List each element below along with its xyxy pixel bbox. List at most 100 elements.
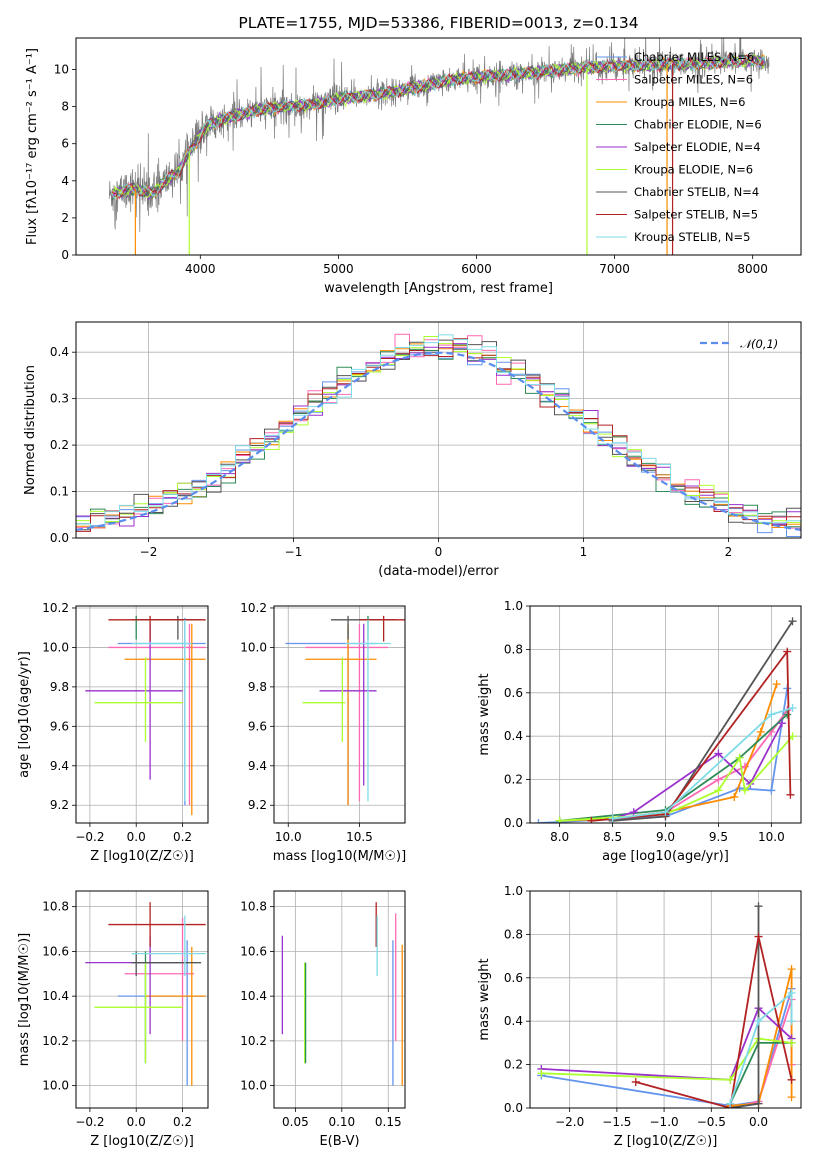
plot-area [85, 902, 206, 1086]
x-tick-label: −0.2 [75, 1115, 104, 1129]
histogram-series [76, 334, 801, 538]
residual-legend: 𝒩(0,1) [700, 337, 778, 351]
weight-marker [754, 902, 763, 911]
x-tick-label: 0.05 [282, 1115, 309, 1129]
y-tick-label: 10.2 [240, 1034, 267, 1048]
y-tick-label: 0.8 [504, 927, 523, 941]
plot-area [285, 615, 405, 806]
x-tick-label: 4000 [185, 262, 216, 276]
y-tick-label: 9.8 [50, 680, 69, 694]
y-tick-label: 2 [61, 211, 69, 225]
x-axis-label: E(B-V) [319, 1134, 359, 1149]
weight-line [635, 936, 793, 1108]
weight-line [559, 683, 778, 822]
weight-marker [714, 749, 723, 758]
panel-massweight_vs_age: 8.0 8.5 9.0 9.5 10.0 0.0 0.2 0.4 0.6 0.8 1.0 age [l… [477, 599, 802, 864]
x-tick-label: −2.0 [555, 1115, 584, 1129]
y-tick-label: 10.0 [240, 640, 267, 654]
x-tick-label: 7000 [599, 262, 630, 276]
y-tick-label: 10.8 [240, 900, 267, 914]
y-tick-label: 0.3 [50, 392, 69, 406]
y-tick-label: 10.4 [42, 989, 69, 1003]
y-tick-label: 10.2 [42, 601, 69, 615]
legend-label: Chabrier ELODIE, N=6 [634, 118, 762, 132]
y-tick-label: 10.8 [42, 900, 69, 914]
weight-marker [735, 753, 744, 762]
axes-frame [273, 605, 406, 824]
weight-line [730, 968, 793, 1107]
y-tick-label: 9.8 [248, 680, 267, 694]
x-tick-label: 5000 [323, 262, 354, 276]
weight-marker [714, 775, 723, 784]
weight-marker [629, 808, 638, 817]
plot-area [108, 38, 770, 255]
weight-marker [788, 703, 797, 712]
x-tick-label: 0.2 [173, 1115, 192, 1129]
weight-marker [730, 792, 739, 801]
y-tick-label: 9.2 [248, 798, 267, 812]
weight-marker [740, 786, 749, 795]
y-tick-label: 9.4 [248, 759, 267, 773]
y-tick-label: 0.8 [504, 642, 523, 656]
axes-frame [75, 37, 802, 256]
plot-area [85, 615, 206, 816]
weight-marker [787, 988, 796, 997]
y-tick-label: 0 [61, 248, 69, 262]
x-tick-label: −0.2 [75, 830, 104, 844]
x-tick-label: 10.5 [346, 830, 373, 844]
panel-residuals: −2 −1 0 1 2 0.0 0.1 0.2 0.3 0.4 (data-model)/error… [23, 321, 802, 579]
weight-marker [787, 1017, 796, 1026]
y-axis-label: Normed distribution [23, 365, 38, 495]
y-tick-label: 0.4 [50, 345, 69, 359]
weight-line [541, 988, 793, 1107]
y-tick-label: 10.6 [42, 944, 69, 958]
plot-area [534, 617, 797, 823]
weight-marker [726, 1099, 735, 1108]
y-tick-label: 1.0 [504, 884, 523, 898]
legend-label: Kroupa MILES, N=6 [634, 95, 746, 109]
x-tick-label: −2 [140, 545, 158, 559]
panel-age_vs_Z: −0.2 0.0 0.2 9.2 9.4 9.6 9.8 10.0 10.2 Z [log10(Z… [17, 601, 209, 864]
legend-label: 𝒩(0,1) [740, 337, 778, 351]
weight-marker [777, 719, 786, 728]
axes-frame [75, 321, 802, 539]
weight-line [541, 1037, 792, 1081]
weight-marker [754, 1017, 763, 1026]
y-axis-label: mass weight [477, 673, 492, 755]
x-axis-label: Z [log10(Z/Z☉)] [90, 849, 194, 864]
panel-mass_vs_EBV: 0.05 0.10 0.15 10.0 10.2 10.4 10.6 10.8 E(B-V) [240, 890, 406, 1149]
x-tick-label: 1 [580, 545, 588, 559]
panel-spectrum: 4000 5000 6000 7000 8000 0 2 4 6 8 10 wavelength [A… [25, 37, 802, 296]
x-tick-label: 10.0 [275, 830, 302, 844]
weight-marker [631, 1077, 640, 1086]
weight-marker [714, 786, 723, 795]
x-tick-label: 0.2 [173, 830, 192, 844]
x-tick-label: −1.5 [602, 1115, 631, 1129]
x-tick-label: 0.0 [127, 1115, 146, 1129]
weight-line [541, 1006, 793, 1081]
axes-frame [273, 890, 406, 1109]
y-tick-label: 0.2 [50, 438, 69, 452]
chart-title: PLATE=1755, MJD=53386, FIBERID=0013, z=0… [238, 14, 638, 32]
y-tick-label: 9.4 [50, 759, 69, 773]
y-tick-label: 6 [61, 137, 69, 151]
legend-label: Kroupa STELIB, N=5 [634, 230, 751, 244]
y-tick-label: 10.4 [240, 989, 267, 1003]
x-tick-label: 0.0 [127, 830, 146, 844]
weight-marker [726, 1075, 735, 1084]
weight-marker [788, 617, 797, 626]
x-tick-label: 8.0 [550, 830, 569, 844]
y-tick-label: 0.4 [504, 729, 523, 743]
plot-area [76, 333, 801, 538]
x-tick-label: 9.5 [709, 830, 728, 844]
y-tick-label: 0.6 [504, 686, 523, 700]
x-tick-label: 2 [725, 545, 733, 559]
y-tick-label: 0.6 [504, 971, 523, 985]
weight-marker [783, 647, 792, 656]
y-tick-label: 0.0 [50, 531, 69, 545]
panel-massweight_vs_Z: −2.0 −1.5 −1.0 −0.5 0.0 0.0 0.2 0.4 0.6 0.8 1.0 Z [… [477, 884, 802, 1149]
x-axis-label: wavelength [Angstrom, rest frame] [324, 281, 553, 296]
legend-label: Chabrier MILES, N=6 [634, 50, 754, 64]
y-tick-label: 0.2 [504, 1058, 523, 1072]
